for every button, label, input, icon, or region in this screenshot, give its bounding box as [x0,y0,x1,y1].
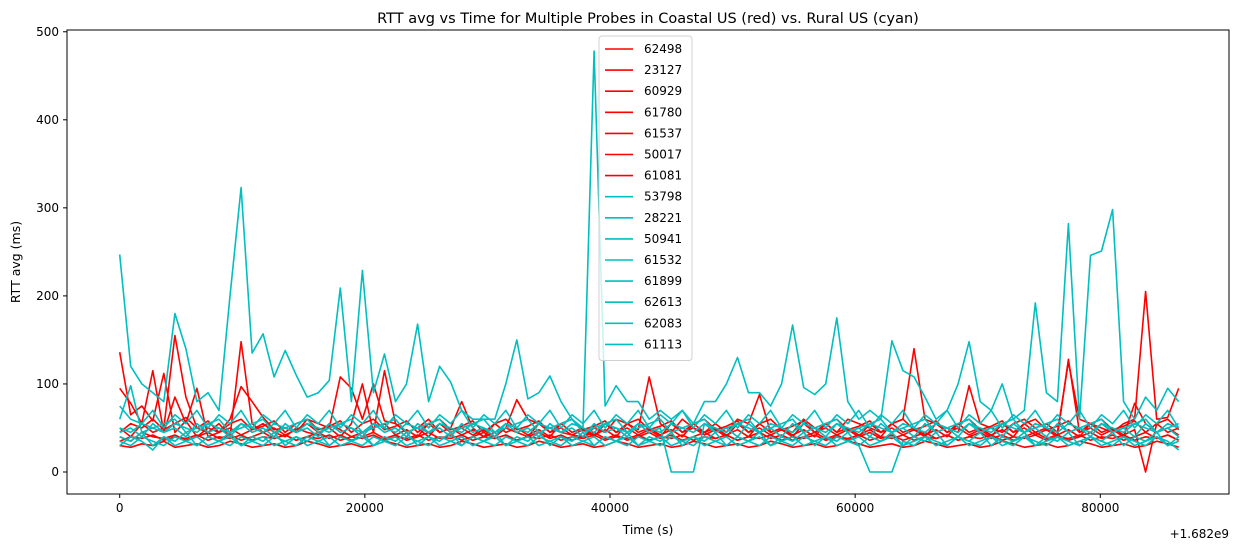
legend-label-62083: 62083 [644,316,682,330]
x-tick-label: 60000 [836,501,874,515]
legend-label-62498: 62498 [644,42,682,56]
chart-title: RTT avg vs Time for Multiple Probes in C… [377,11,919,27]
legend-label-50941: 50941 [644,232,682,246]
legend-label-53798: 53798 [644,190,682,204]
x-axis: 0 20000 40000 60000 80000 [116,494,1119,515]
legend-label-61081: 61081 [644,169,682,183]
x-tick-label: 0 [116,501,124,515]
series-line-62083 [119,422,1179,434]
series-line-61113 [119,435,1179,451]
x-tick-label: 40000 [591,501,629,515]
x-axis-label: Time (s) [622,522,674,537]
series-line-61081 [119,434,1180,442]
legend-label-61537: 61537 [644,126,682,140]
x-tick-label: 20000 [346,501,384,515]
legend-box [598,35,693,361]
legend-label-28221: 28221 [644,211,682,225]
x-axis-offset-label: +1.682e9 [1170,527,1229,541]
y-tick-label: 0 [51,465,59,479]
legend-label-61899: 61899 [644,274,682,288]
legend-label-60929: 60929 [644,84,682,98]
legend-label-62613: 62613 [644,295,682,309]
y-axis-label: RTT avg (ms) [8,221,23,303]
plot-lines [118,50,1180,473]
plot-frame [66,29,1230,495]
series-line-53798 [118,50,1180,429]
legend-label-23127: 23127 [644,63,682,77]
y-tick-label: 500 [36,25,59,39]
y-tick-label: 400 [36,113,59,127]
y-tick-label: 100 [36,377,59,391]
y-axis: 0 100 200 300 400 500 [36,25,67,479]
y-tick-label: 300 [36,201,59,215]
legend: 62498 23127 60929 61780 61537 50017 61081 53798… [598,35,693,361]
legend-label-50017: 50017 [644,148,682,162]
legend-label-61113: 61113 [644,337,682,351]
x-tick-label: 80000 [1081,501,1119,515]
legend-label-61780: 61780 [644,105,682,119]
legend-label-61532: 61532 [644,253,682,267]
y-tick-label: 200 [36,289,59,303]
